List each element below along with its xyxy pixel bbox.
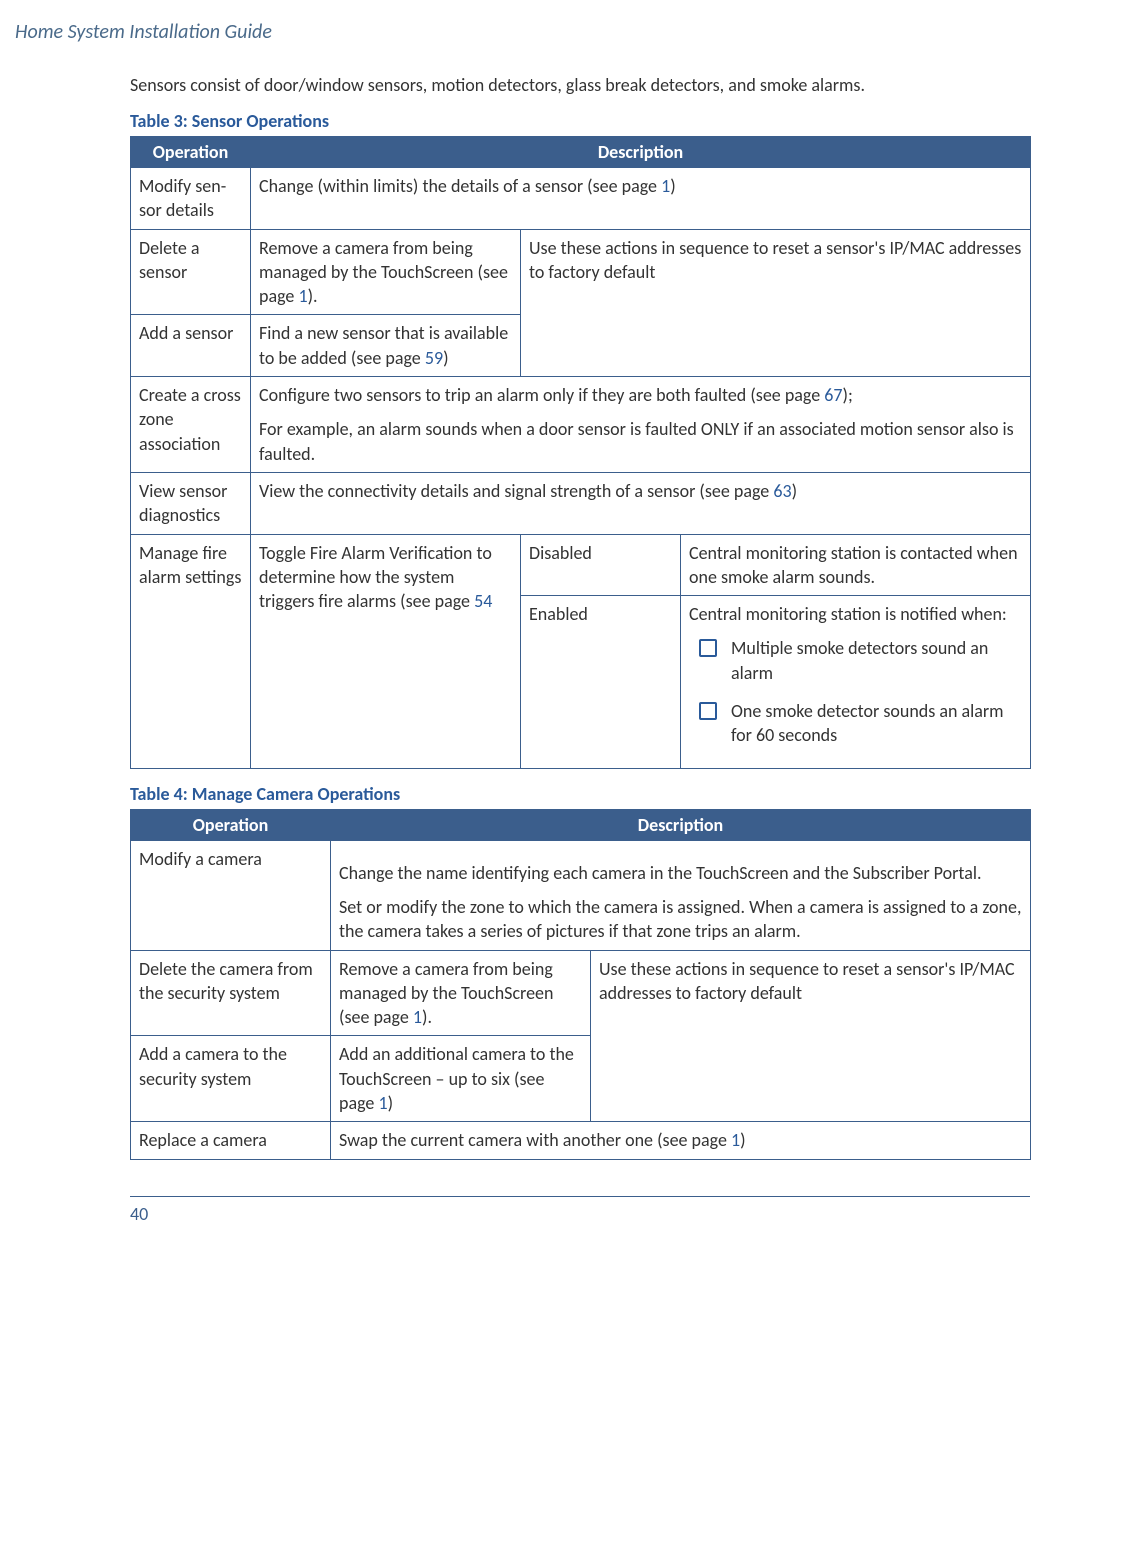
table4-col-operation: Operation	[131, 809, 331, 840]
desc-cell: Find a new sensor that is available to b…	[251, 315, 521, 377]
table3-col-operation: Operation	[131, 137, 251, 168]
text: Change the name identifying each camera …	[339, 861, 1022, 885]
text: Change (within limits) the details of a …	[259, 175, 661, 197]
table-row: Replace a camera Swap the current camera…	[131, 1122, 1031, 1159]
text: Swap the current camera with another one…	[339, 1129, 731, 1151]
desc-cell: Change (within limits) the details of a …	[251, 168, 1031, 230]
text: Central monitoring station is notified w…	[689, 602, 1022, 626]
desc-cell: Configure two sensors to trip an alarm o…	[251, 377, 1031, 473]
side-cell: Use these actions in sequence to reset a…	[521, 229, 1031, 376]
op-cell: Modify a camera	[131, 840, 331, 950]
table-row: Delete the camera from the security syst…	[131, 950, 1031, 1036]
table-row: Modify a camera Change the name identify…	[131, 840, 1031, 950]
state-desc: Central monitoring station is notified w…	[681, 596, 1031, 768]
footer-rule	[130, 1196, 1030, 1197]
page-link[interactable]: 1	[413, 1006, 422, 1028]
table4-col-description: Description	[331, 809, 1031, 840]
text: View the connectivity details and signal…	[259, 480, 773, 502]
text: )	[792, 480, 797, 502]
page-link[interactable]: 54	[474, 590, 492, 612]
table-row: Modify sen­sor details Change (within li…	[131, 168, 1031, 230]
text: );	[843, 384, 853, 406]
table3-caption: Table 3: Sensor Operations	[130, 110, 1032, 132]
op-cell: Replace a camera	[131, 1122, 331, 1159]
table4: Operation Description Modify a camera Ch…	[130, 809, 1031, 1160]
state-desc: Central monitoring station is contacted …	[681, 534, 1031, 596]
desc-cell: Swap the current camera with another one…	[331, 1122, 1031, 1159]
list-item: One smoke detector sounds an alarm for 6…	[693, 699, 1022, 748]
page-link[interactable]: 1	[298, 285, 307, 307]
text: Add an additional camera to the TouchScr…	[339, 1043, 574, 1114]
desc-cell: View the connectivity details and signal…	[251, 472, 1031, 534]
text: Find a new sensor that is available to b…	[259, 322, 508, 368]
text: Remove a camera from being man­aged by t…	[339, 958, 553, 1029]
side-cell: Use these actions in sequence to reset a…	[591, 950, 1031, 1122]
page-link[interactable]: 67	[824, 384, 842, 406]
table-row: View sensor diagnostics View the connect…	[131, 472, 1031, 534]
op-cell: Manage fire alarm set­tings	[131, 534, 251, 768]
state-label: Disabled	[521, 534, 681, 596]
desc-cell: Remove a camera from being man­aged by t…	[251, 229, 521, 315]
text: )	[670, 175, 675, 197]
table3: Operation Description Modify sen­sor det…	[130, 136, 1031, 769]
running-header: Home System Installation Guide	[15, 20, 1032, 44]
text: Toggle Fire Alarm Verification to determ…	[259, 542, 492, 613]
desc-cell: Change the name identifying each camera …	[331, 840, 1031, 950]
table3-col-description: Description	[251, 137, 1031, 168]
text: ).	[422, 1006, 432, 1028]
table4-caption: Table 4: Manage Camera Operations	[130, 783, 1032, 805]
op-cell: Create a cross zone association	[131, 377, 251, 473]
desc-cell: Toggle Fire Alarm Verification to determ…	[251, 534, 521, 768]
checkbox-list: Multiple smoke detec­tors sound an alarm…	[689, 636, 1022, 747]
op-cell: View sensor diagnostics	[131, 472, 251, 534]
page-link[interactable]: 1	[661, 175, 670, 197]
op-cell: Add a camera to the security system	[131, 1036, 331, 1122]
page-link[interactable]: 1	[378, 1092, 387, 1114]
page-link[interactable]: 59	[425, 347, 443, 369]
list-item: Multiple smoke detec­tors sound an alarm	[693, 636, 1022, 685]
desc-cell: Remove a camera from being man­aged by t…	[331, 950, 591, 1036]
state-label: Enabled	[521, 596, 681, 768]
op-cell: Modify sen­sor details	[131, 168, 251, 230]
op-cell: Delete the camera from the security syst…	[131, 950, 331, 1036]
op-cell: Delete a sensor	[131, 229, 251, 315]
table-row: Manage fire alarm set­tings Toggle Fire …	[131, 534, 1031, 596]
table-row: Delete a sensor Remove a camera from bei…	[131, 229, 1031, 315]
op-cell: Add a sen­sor	[131, 315, 251, 377]
page-link[interactable]: 63	[773, 480, 791, 502]
text: Set or modify the zone to which the came…	[339, 895, 1022, 944]
page-link[interactable]: 1	[731, 1129, 740, 1151]
table-row: Create a cross zone association Configur…	[131, 377, 1031, 473]
intro-paragraph: Sensors consist of door/window sensors, …	[130, 74, 1032, 96]
text: Configure two sensors to trip an alarm o…	[259, 384, 824, 406]
text: )	[740, 1129, 745, 1151]
text: )	[388, 1092, 393, 1114]
text: ).	[308, 285, 318, 307]
text: )	[443, 347, 448, 369]
text: Remove a camera from being man­aged by t…	[259, 237, 508, 308]
page-number: 40	[130, 1203, 1032, 1225]
desc-cell: Add an additional camera to the TouchScr…	[331, 1036, 591, 1122]
text: For example, an alarm sounds when a door…	[259, 417, 1022, 466]
